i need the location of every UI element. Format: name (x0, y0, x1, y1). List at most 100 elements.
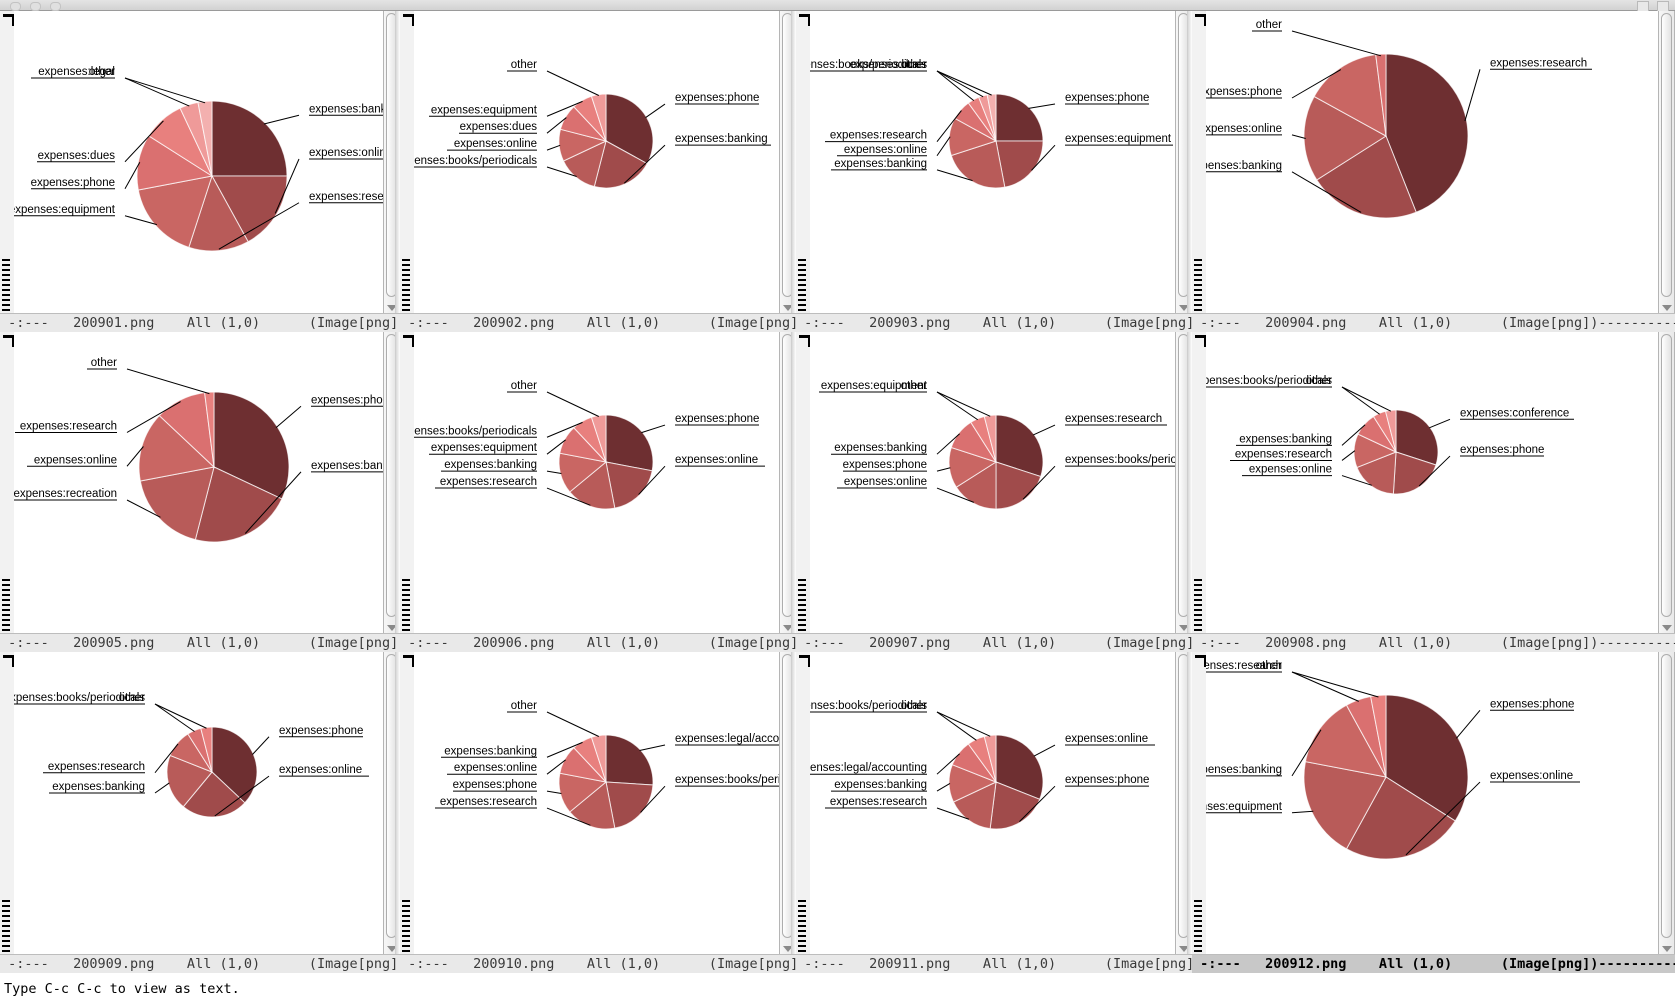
left-fringe (0, 652, 15, 954)
window-separator (395, 11, 400, 313)
pie-slice-label: expenses:phone (1460, 444, 1544, 456)
pie-slice-label: expenses:banking (444, 746, 537, 758)
leader-line (936, 466, 951, 472)
pie-slice: expenses:banking (950, 140, 1006, 189)
image-canvas: expenses:research expenses:books/periodic… (810, 331, 1175, 634)
leader-line (214, 776, 270, 817)
scrollbar-thumb[interactable] (1661, 654, 1672, 938)
pie-chart: expenses:bankingexpenses:onlineexpenses:… (14, 66, 383, 252)
scroll-down-arrow-icon[interactable] (387, 304, 397, 311)
leader-line (546, 391, 600, 417)
mode-line[interactable]: -:--- 200906.png All (1,0) (Image[png])-… (400, 633, 796, 653)
leader-line (546, 711, 600, 738)
save-icon[interactable] (30, 2, 41, 11)
pie-slice-label: other (1256, 19, 1282, 31)
leader-line (1341, 424, 1366, 446)
pie-slice: expenses:phone (605, 414, 654, 472)
mode-line[interactable]: -:--- 200905.png All (1,0) (Image[png])-… (0, 633, 400, 653)
leader-line (936, 136, 951, 157)
pie-slice-label: expenses:banking (675, 133, 768, 145)
leader-line (936, 391, 991, 417)
pie-slice-label: expenses:phone (1065, 775, 1149, 787)
pie-slice-label: expenses:dues (460, 121, 538, 133)
emacs-window-200904[interactable]: expenses:researchexpenses:bankingexpense… (1192, 11, 1675, 332)
mode-line[interactable]: -:--- 200904.png All (1,0) (Image[png])-… (1192, 312, 1675, 332)
pie-slice-label: expenses:books/periodicals (1206, 375, 1332, 387)
scroll-down-arrow-icon[interactable] (1662, 304, 1672, 311)
vertical-scrollbar[interactable] (1658, 652, 1675, 954)
emacs-window-200903[interactable]: expenses:phoneexpenses:equipmentexpenses… (796, 11, 1192, 332)
pie-slice-label: expenses:online (1490, 770, 1573, 782)
scroll-down-arrow-icon[interactable] (1662, 945, 1672, 952)
scroll-down-arrow-icon[interactable] (387, 945, 397, 952)
window-body: expenses:onlineexpenses:phoneexpenses:re… (796, 652, 1192, 954)
image-canvas: expenses:legal/accountingexpenses:books/… (414, 652, 779, 954)
scroll-down-arrow-icon[interactable] (1179, 945, 1189, 952)
pie-slice-label: expenses:conference (1460, 407, 1569, 419)
emacs-window-200902[interactable]: expenses:phone expenses:banking expenses:b… (400, 11, 796, 332)
scroll-down-arrow-icon[interactable] (783, 304, 793, 311)
leader-line (1019, 786, 1056, 823)
leader-line (546, 117, 567, 134)
window-body: expenses:phone expenses:online expenses:ba… (0, 652, 400, 954)
leader-line (546, 100, 583, 117)
emacs-window-200907[interactable]: expenses:research expenses:books/periodic… (796, 331, 1192, 653)
leader-line (218, 202, 300, 250)
emacs-window-200910[interactable]: expenses:legal/accountingexpenses:books/… (400, 652, 796, 973)
scroll-down-arrow-icon[interactable] (783, 625, 793, 632)
pie-slice-label: expenses:equipment (431, 104, 538, 116)
emacs-window-200901[interactable]: expenses:bankingexpenses:onlineexpenses:… (0, 11, 400, 332)
mode-line[interactable]: -:--- 200909.png All (1,0) (Image[png])-… (0, 953, 400, 973)
pie-slice: expenses:phone (989, 781, 1041, 830)
mode-line[interactable]: -:--- 200901.png All (1,0) (Image[png])-… (0, 312, 400, 332)
leader-line (126, 400, 181, 433)
leader-line (936, 487, 974, 503)
pie-slice-label: expenses:legal/accounting (675, 733, 779, 745)
mode-line[interactable]: -:--- 200912.png All (1,0) (Image[png])-… (1192, 953, 1675, 973)
leader-line (936, 807, 970, 821)
emacs-window-200906[interactable]: expenses:phoneexpenses:onlineexpenses:re… (400, 331, 796, 653)
vertical-scrollbar[interactable] (1658, 11, 1675, 313)
leader-line (546, 421, 583, 438)
pie-slice-label: expenses:phone (843, 459, 927, 471)
vertical-scrollbar[interactable] (1658, 331, 1675, 634)
mode-line[interactable]: -:--- 200910.png All (1,0) (Image[png])-… (400, 953, 796, 973)
mode-line[interactable]: -:--- 200908.png All (1,0) (Image[png])-… (1192, 633, 1675, 653)
mode-line[interactable]: -:--- 200902.png All (1,0) (Image[png])-… (400, 312, 796, 332)
leader-line (546, 487, 591, 506)
leader-line (936, 70, 992, 96)
print-icon[interactable] (50, 2, 61, 11)
window-body: expenses:researchexpenses:bankingexpense… (1192, 11, 1675, 313)
scrollbar-thumb[interactable] (1661, 13, 1672, 297)
emacs-window-200908[interactable]: expenses:conference expenses:phone expense… (1192, 331, 1675, 653)
emacs-window-200909[interactable]: expenses:phone expenses:online expenses:ba… (0, 652, 400, 973)
scroll-down-arrow-icon[interactable] (1662, 625, 1672, 632)
scroll-down-arrow-icon[interactable] (1179, 304, 1189, 311)
mode-line[interactable]: -:--- 200907.png All (1,0) (Image[png])-… (796, 633, 1192, 653)
emacs-window-200912[interactable]: expenses:phoneexpenses:onlineexpenses:eq… (1192, 652, 1675, 973)
pie-slice-label: other (91, 357, 117, 369)
scroll-down-arrow-icon[interactable] (783, 945, 793, 952)
leader-line (124, 161, 141, 189)
leader-line (124, 77, 206, 104)
pie-slice-label: expenses:equipment (14, 204, 116, 216)
truncation-corner-icon (3, 14, 15, 26)
leader-line (154, 782, 170, 794)
pie-slice: expenses:research (188, 174, 249, 252)
pie-slice: expenses:online (211, 175, 288, 243)
leader-line (1291, 171, 1362, 213)
pie-slice-label: expenses:online (1065, 733, 1148, 745)
mode-line[interactable]: -:--- 200903.png All (1,0) (Image[png])-… (796, 312, 1192, 332)
pie-slice-label: other (901, 59, 927, 71)
scrollbar-thumb[interactable] (1661, 333, 1672, 618)
scroll-down-arrow-icon[interactable] (1179, 625, 1189, 632)
window-body: expenses:phoneexpenses:equipmentexpenses… (796, 11, 1192, 313)
pie-slice-label: expenses:equipment (1206, 801, 1283, 813)
scroll-down-arrow-icon[interactable] (387, 625, 397, 632)
emacs-window-200905[interactable]: expenses:phoneexpenses:bankingexpenses:r… (0, 331, 400, 653)
emacs-window-200911[interactable]: expenses:onlineexpenses:phoneexpenses:re… (796, 652, 1192, 973)
mode-line[interactable]: -:--- 200911.png All (1,0) (Image[png])-… (796, 953, 1192, 973)
pie-slice: other (197, 100, 213, 177)
open-icon[interactable] (10, 2, 21, 11)
pie-slice-label: expenses:research (440, 476, 537, 488)
